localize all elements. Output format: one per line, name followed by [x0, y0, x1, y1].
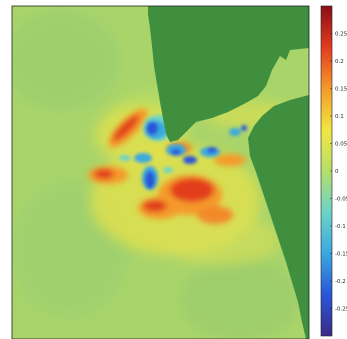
- coastline-small-islands: [213, 62, 273, 77]
- colorbar-tick-label: 0.15: [335, 87, 347, 93]
- colorbar-tick-label: -0.15: [335, 252, 347, 258]
- negative-anomaly-cores: [119, 115, 247, 190]
- colorbar-tick-label: 0: [335, 169, 339, 175]
- colorbar-tick-label: -0.05: [335, 197, 347, 203]
- colorbar: 0.25 0.2 0.15 0.1 0.05 0 -0.05 -0.1 -0.15 -0.2 -0.…: [320, 5, 347, 337]
- land-north: [148, 6, 309, 142]
- colorbar-tick-label: -0.2: [335, 279, 346, 285]
- land-east: [248, 95, 309, 339]
- positive-anomaly-cores: [88, 108, 246, 224]
- colorbar-tick-label: 0.1: [335, 114, 344, 120]
- colorbar-ticks: 0.25 0.2 0.15 0.1 0.05 0 -0.05 -0.1 -0.15 -0.2 -0.…: [330, 32, 347, 313]
- map-frame: [11, 5, 310, 339]
- map-plot-area: [12, 6, 309, 339]
- colorbar-tick-label: -0.1: [335, 224, 346, 230]
- colorbar-tick-label: 0.05: [335, 142, 347, 148]
- colorbar-tick-label: 0.2: [335, 59, 344, 65]
- colorbar-tick-label: 0.25: [335, 32, 347, 38]
- colorbar-tick-label: -0.25: [335, 307, 347, 313]
